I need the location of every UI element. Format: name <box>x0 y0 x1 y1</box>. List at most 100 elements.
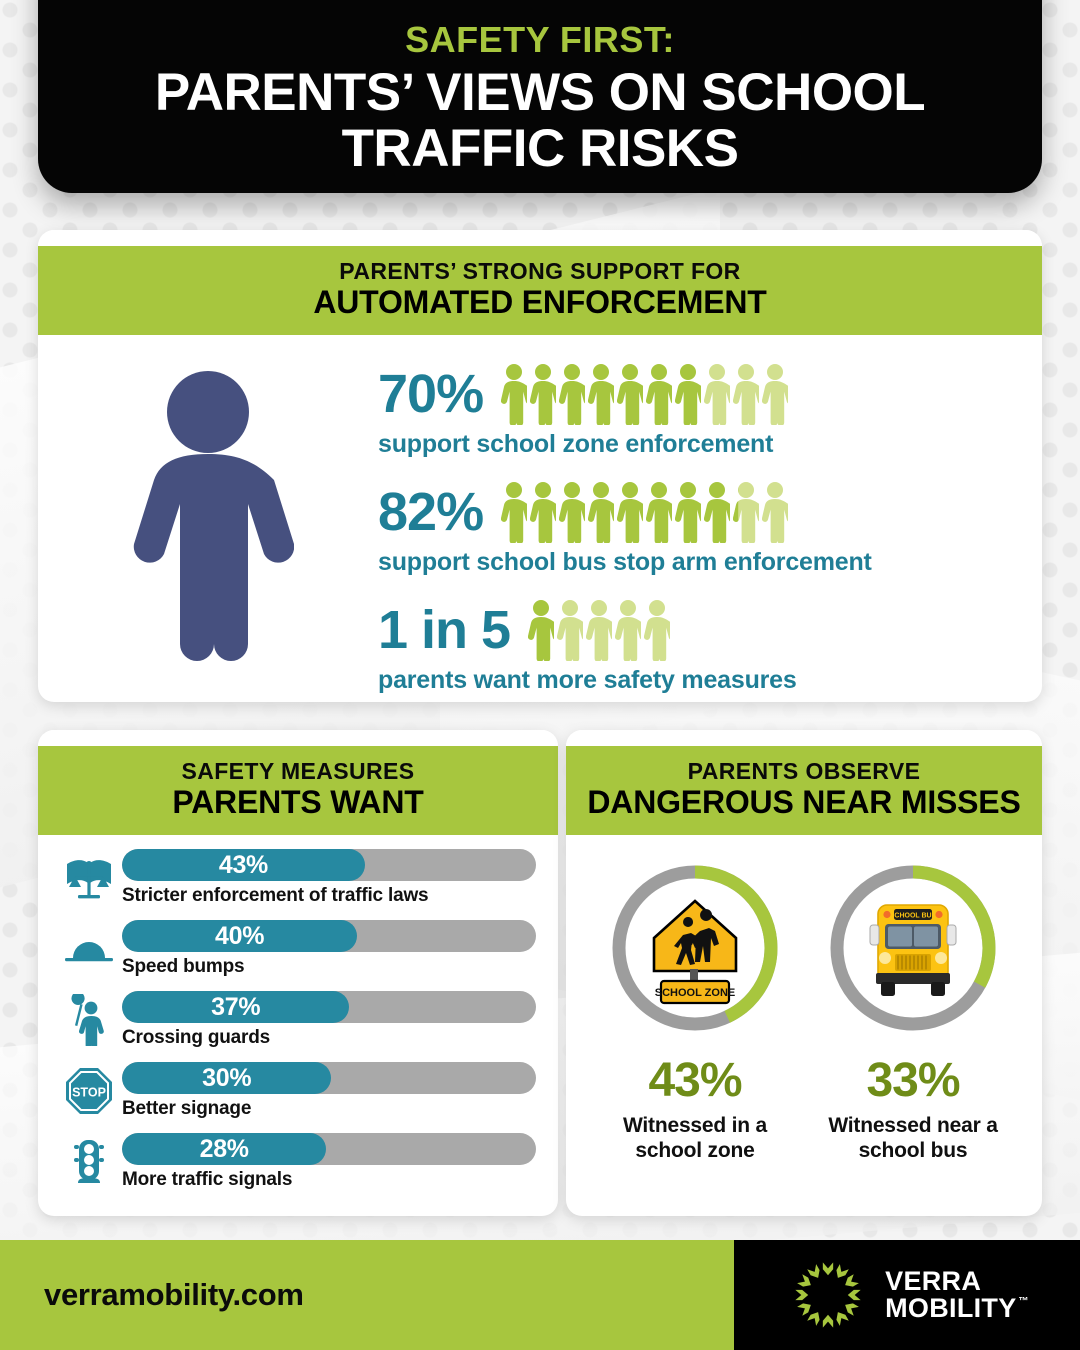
donut-gauge-school-zone <box>612 865 778 1031</box>
measures-band: SAFETY MEASURES PARENTS WANT <box>38 746 558 836</box>
miss-caption-school-zone: Witnessed in a school zone <box>622 1114 768 1163</box>
school-bus-icon: SCHOOL BUS <box>854 889 972 1007</box>
measure-bar-track: 37% <box>122 991 536 1024</box>
pictogram-person-icon <box>530 364 557 426</box>
logo-chevron <box>822 1262 834 1276</box>
logo-chevron <box>797 1303 812 1316</box>
logo-wordmark: VERRA MOBILITY ™ <box>885 1268 1029 1322</box>
pictogram-person-icon <box>644 600 671 662</box>
footer-website-link[interactable]: verramobility.com <box>44 1277 304 1312</box>
logo-chevron <box>845 1274 860 1287</box>
misses-band-subtitle: PARENTS OBSERVE <box>687 758 921 784</box>
enforcement-stat-2: 82% <box>378 482 484 543</box>
measure-label: Better signage <box>122 1098 252 1120</box>
enforcement-rows: 70% support school zone enforcement 82% … <box>378 345 1008 694</box>
measure-content: 28% More traffic signals <box>122 1131 536 1191</box>
measure-bar-track: 43% <box>122 849 536 882</box>
pictogram-person-icon <box>617 364 644 426</box>
logo-chevron <box>795 1289 809 1301</box>
pictogram-person-icon <box>559 482 586 544</box>
enforcement-row-3-top: 1 in 5 <box>378 599 1008 662</box>
logo-trademark-symbol: ™ <box>1018 1296 1029 1307</box>
pictogram-people-2 <box>501 481 789 544</box>
stop-sign-icon: STOP <box>56 1060 122 1122</box>
header-banner: SAFETY FIRST: PARENTS’ VIEWS ON SCHOOL T… <box>38 0 1042 193</box>
donut-school-zone: SCHOOL ZONE <box>608 861 782 1035</box>
logo-chevron <box>836 1264 849 1278</box>
donut-row: SCHOOL ZONE SCHOOL BUS <box>586 861 1022 1035</box>
enforcement-row-2-top: 82% <box>378 481 1008 544</box>
measure-label: Speed bumps <box>122 956 245 978</box>
pictogram-person-icon <box>501 482 528 544</box>
pictogram-people-1 <box>501 363 789 426</box>
pictogram-person-icon <box>675 364 702 426</box>
pictogram-person-icon <box>528 600 555 662</box>
miss-pct-school-zone: 43% <box>648 1054 742 1108</box>
logo-chevron <box>845 1303 860 1316</box>
enforcement-label-1: support school zone enforcement <box>378 430 774 459</box>
measures-band-subtitle: SAFETY MEASURES <box>181 758 415 784</box>
pictogram-person-icon <box>557 600 584 662</box>
school-zone-sign-icon: SCHOOL ZONE <box>636 889 754 1007</box>
enforcement-row-1-top: 70% <box>378 363 1008 426</box>
measure-value: 37% <box>211 992 261 1021</box>
measure-row: 43% Stricter enforcement of traffic laws <box>56 847 536 909</box>
misses-body: SCHOOL ZONE SCHOOL BUS <box>566 835 1042 1164</box>
measure-value: 30% <box>202 1063 252 1092</box>
traffic-light-icon <box>56 1131 122 1193</box>
logo-chevron <box>797 1274 812 1287</box>
logo-chevron <box>822 1314 834 1328</box>
card-automated-enforcement: PARENTS’ STRONG SUPPORT FOR AUTOMATED EN… <box>38 230 1042 702</box>
card-top-padding <box>566 730 1042 746</box>
measure-bar-track: 28% <box>122 1133 536 1166</box>
enforcement-row-2: 82% support school bus stop arm enforcem… <box>378 481 1008 577</box>
measures-list: 43% Stricter enforcement of traffic laws 4… <box>38 835 558 1212</box>
logo-chevron <box>807 1312 820 1326</box>
measure-bar-fill: 40% <box>122 920 358 953</box>
measure-content: 43% Stricter enforcement of traffic laws <box>122 847 536 907</box>
measure-bar-fill: 43% <box>122 849 365 882</box>
pictogram-person-icon <box>586 600 613 662</box>
measure-content: 30% Better signage <box>122 1060 536 1120</box>
enforcement-figure-column <box>38 345 378 687</box>
pictogram-person-icon <box>704 482 731 544</box>
miss-stat-school-bus: 33% Witnessed near a school bus <box>826 1057 1000 1164</box>
enforcement-band-title: AUTOMATED ENFORCEMENT <box>313 284 767 321</box>
pictogram-person-icon <box>646 482 673 544</box>
misses-band: PARENTS OBSERVE DANGEROUS NEAR MISSES <box>566 746 1042 836</box>
miss-caption-school-bus: Witnessed near a school bus <box>828 1114 998 1163</box>
header-kicker: SAFETY FIRST: <box>405 18 675 60</box>
card-near-misses: PARENTS OBSERVE DANGEROUS NEAR MISSES <box>566 730 1042 1216</box>
measure-bar-fill: 37% <box>122 991 350 1024</box>
measure-value: 43% <box>218 850 268 879</box>
misses-stats-row: 43% Witnessed in a school zone 33% Witne… <box>586 1057 1022 1164</box>
measure-value: 40% <box>215 921 265 950</box>
law-book-scales-icon <box>56 847 122 909</box>
pictogram-person-icon <box>675 482 702 544</box>
crossing-guard-icon <box>56 989 122 1051</box>
enforcement-body: 70% support school zone enforcement 82% … <box>38 335 1042 694</box>
card-top-padding <box>38 730 558 746</box>
measure-row: 37% Crossing guards <box>56 989 536 1051</box>
measure-content: 37% Crossing guards <box>122 989 536 1049</box>
logo-chevron <box>847 1289 861 1301</box>
pictogram-person-icon <box>559 364 586 426</box>
measure-bar-track: 40% <box>122 920 536 953</box>
pictogram-person-icon <box>733 482 760 544</box>
measure-label: Stricter enforcement of traffic laws <box>122 885 429 907</box>
logo-chevron <box>807 1264 820 1278</box>
verra-circular-chevrons-logo <box>795 1262 861 1328</box>
enforcement-stat-3: 1 in 5 <box>378 600 511 661</box>
measure-bar-fill: 30% <box>122 1062 332 1095</box>
miss-pct-school-bus: 33% <box>866 1054 960 1108</box>
pictogram-person-icon <box>617 482 644 544</box>
measure-content: 40% Speed bumps <box>122 918 536 978</box>
measure-row: 28% More traffic signals <box>56 1131 536 1193</box>
pictogram-person-icon <box>762 482 789 544</box>
pictogram-person-icon <box>530 482 557 544</box>
page-title: PARENTS’ VIEWS ON SCHOOL TRAFFIC RISKS <box>154 62 926 178</box>
pictogram-person-icon <box>615 600 642 662</box>
card-top-padding <box>38 230 1042 246</box>
school-zone-sign-text: SCHOOL ZONE <box>655 987 735 999</box>
enforcement-stat-1: 70% <box>378 364 484 425</box>
